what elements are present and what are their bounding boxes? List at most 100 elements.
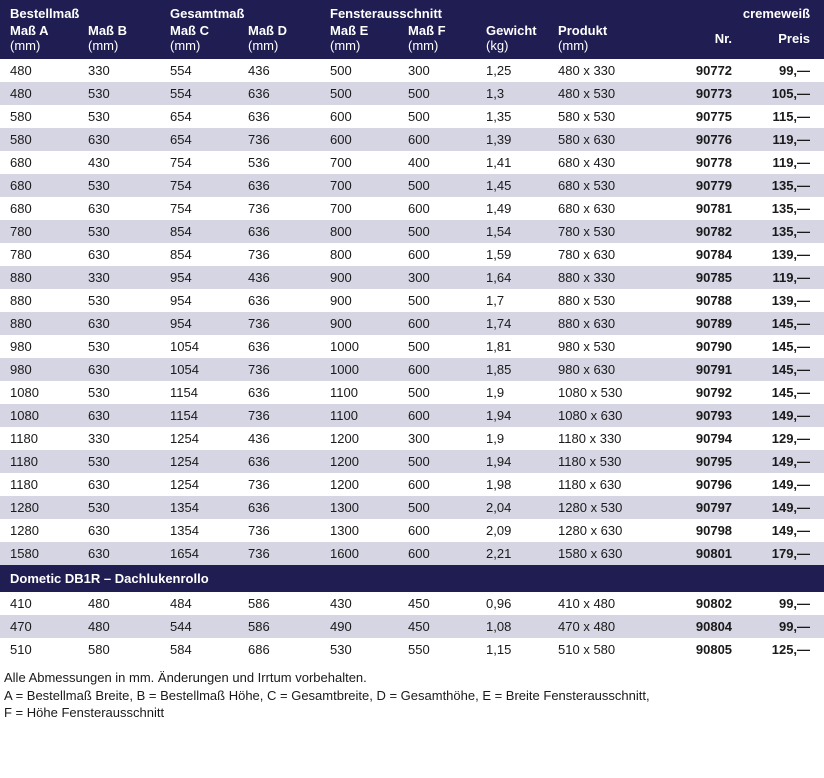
cell: 500 [398, 450, 476, 473]
cell-preis: 149,— [746, 473, 824, 496]
column-label: Maß B [88, 23, 154, 38]
cell: 430 [78, 151, 160, 174]
cell: 600 [398, 312, 476, 335]
cell: 636 [238, 82, 320, 105]
cell: 636 [238, 496, 320, 519]
cell: 1600 [320, 542, 398, 565]
cell: 1300 [320, 496, 398, 519]
cell: 530 [78, 496, 160, 519]
cell: 500 [320, 59, 398, 82]
cell: 500 [398, 289, 476, 312]
cell-preis: 99,— [746, 59, 824, 82]
table-row: 1080630115473611006001,941080 x 63090793… [0, 404, 824, 427]
cell: 1100 [320, 381, 398, 404]
cell: 1,39 [476, 128, 548, 151]
cell: 0,96 [476, 592, 548, 615]
cell: 736 [238, 542, 320, 565]
cell-nr: 90793 [668, 404, 746, 427]
cell-preis: 179,— [746, 542, 824, 565]
cell-preis: 145,— [746, 312, 824, 335]
cell-nr: 90797 [668, 496, 746, 519]
cell: 736 [238, 404, 320, 427]
table-row: 980630105473610006001,85980 x 6309079114… [0, 358, 824, 381]
column-header: Maß E(mm) [320, 21, 398, 59]
cell: 900 [320, 312, 398, 335]
cell: 780 [0, 220, 78, 243]
cell-nr: 90805 [668, 638, 746, 661]
cell: 1,25 [476, 59, 548, 82]
cell: 586 [238, 592, 320, 615]
cell: 1654 [160, 542, 238, 565]
column-unit: (mm) [558, 38, 662, 53]
cell: 1180 x 530 [548, 450, 668, 473]
column-label: Maß A [10, 23, 72, 38]
cell: 700 [320, 174, 398, 197]
cell: 1,85 [476, 358, 548, 381]
cell: 680 [0, 174, 78, 197]
cell-nr: 90790 [668, 335, 746, 358]
footnote-line: Alle Abmessungen in mm. Änderungen und I… [4, 669, 820, 687]
cell: 630 [78, 243, 160, 266]
cell: 400 [398, 151, 476, 174]
product-table: BestellmaßGesamtmaßFensterausschnittcrem… [0, 0, 824, 661]
cell: 630 [78, 312, 160, 335]
table-row: 8805309546369005001,7880 x 53090788139,— [0, 289, 824, 312]
cell-preis: 135,— [746, 174, 824, 197]
cell-preis: 135,— [746, 220, 824, 243]
cell: 530 [78, 335, 160, 358]
cell: 2,04 [476, 496, 548, 519]
table-row: 1280530135463613005002,041280 x 53090797… [0, 496, 824, 519]
section-title: Dometic DB1R – Dachlukenrollo [0, 565, 824, 592]
cell: 630 [78, 473, 160, 496]
column-unit: (mm) [330, 38, 392, 53]
cell: 484 [160, 592, 238, 615]
cell: 554 [160, 59, 238, 82]
cell: 1280 [0, 496, 78, 519]
cell: 410 [0, 592, 78, 615]
cell: 736 [238, 312, 320, 335]
cell: 430 [320, 592, 398, 615]
cell: 1080 [0, 381, 78, 404]
cell: 586 [238, 615, 320, 638]
table-row: 4104804845864304500,96410 x 4809080299,— [0, 592, 824, 615]
table-row: 6805307546367005001,45680 x 53090779135,… [0, 174, 824, 197]
section-header-row: Dometic DB1R – Dachlukenrollo [0, 565, 824, 592]
cell: 854 [160, 220, 238, 243]
table-body: 4803305544365003001,25480 x 3309077299,—… [0, 59, 824, 661]
cell: 954 [160, 289, 238, 312]
cell: 1,08 [476, 615, 548, 638]
cell: 630 [78, 358, 160, 381]
cell: 636 [238, 174, 320, 197]
cell: 500 [398, 174, 476, 197]
cell: 436 [238, 266, 320, 289]
cell: 736 [238, 358, 320, 381]
cell-preis: 145,— [746, 358, 824, 381]
group-header: cremeweiß [668, 0, 824, 21]
cell: 1000 [320, 358, 398, 381]
cell-preis: 145,— [746, 381, 824, 404]
cell: 954 [160, 312, 238, 335]
cell-preis: 139,— [746, 289, 824, 312]
column-label: Maß F [408, 23, 470, 38]
cell-preis: 149,— [746, 496, 824, 519]
cell: 330 [78, 59, 160, 82]
column-header: Maß B(mm) [78, 21, 160, 59]
table-row: 1180630125473612006001,981180 x 63090796… [0, 473, 824, 496]
group-header: Bestellmaß [0, 0, 160, 21]
cell: 510 [0, 638, 78, 661]
cell: 1580 x 630 [548, 542, 668, 565]
group-header-row: BestellmaßGesamtmaßFensterausschnittcrem… [0, 0, 824, 21]
column-header: Maß F(mm) [398, 21, 476, 59]
cell: 530 [78, 289, 160, 312]
table-head: BestellmaßGesamtmaßFensterausschnittcrem… [0, 0, 824, 59]
table-row: 4803305544365003001,25480 x 3309077299,— [0, 59, 824, 82]
cell: 600 [398, 404, 476, 427]
cell: 1254 [160, 450, 238, 473]
cell: 1,7 [476, 289, 548, 312]
cell-preis: 119,— [746, 151, 824, 174]
cell: 680 x 530 [548, 174, 668, 197]
cell-nr: 90796 [668, 473, 746, 496]
cell: 680 x 630 [548, 197, 668, 220]
column-label: Preis [756, 31, 810, 46]
cell-preis: 119,— [746, 266, 824, 289]
